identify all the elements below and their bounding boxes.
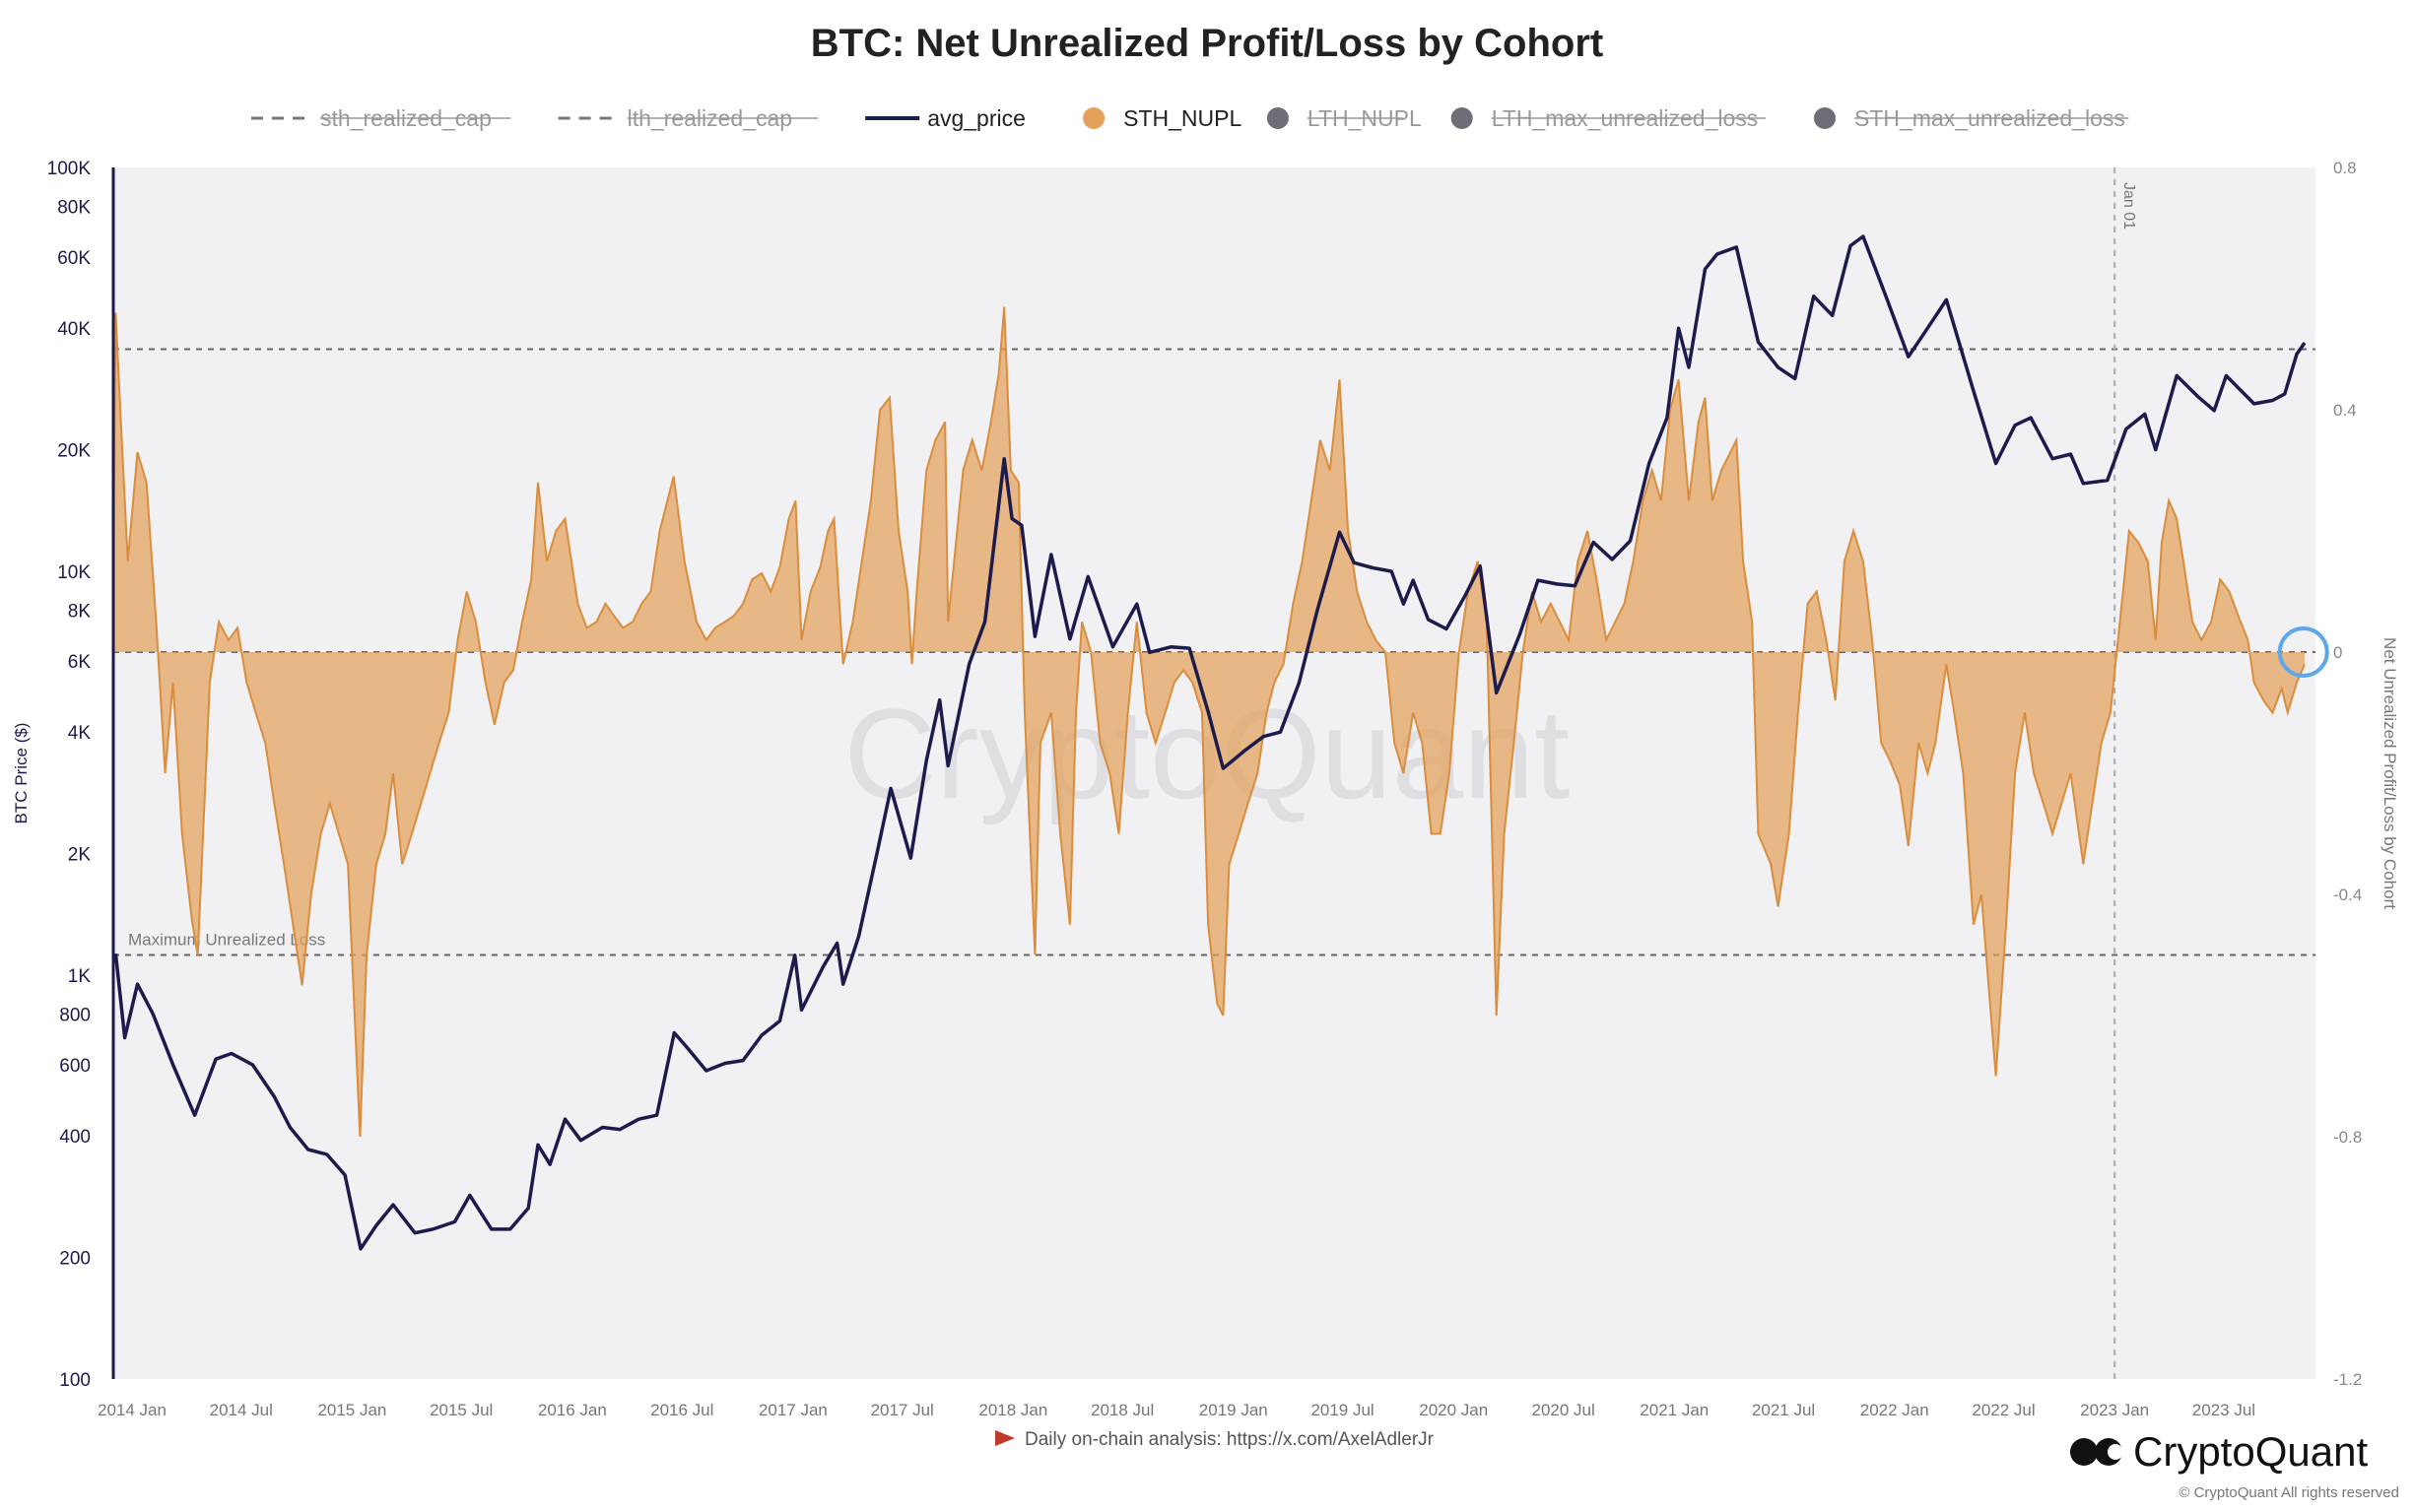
x-tick-label: 2017 Jan <box>759 1401 828 1419</box>
copyright-text: © CryptoQuant All rights reserved <box>2179 1484 2399 1501</box>
y-left-tick-label: 100K <box>47 159 92 179</box>
brand-logo-text: CryptoQuant <box>2133 1428 2368 1475</box>
legend-marker-dot <box>1450 107 1473 129</box>
footer-note: Daily on-chain analysis: https://x.com/A… <box>995 1429 1435 1450</box>
legend-item-lth-max-unrealized-loss: LTH_max_unrealized_loss <box>1450 105 1766 131</box>
x-tick-label: 2018 Jan <box>978 1401 1047 1419</box>
legend-label: avg_price <box>927 105 1026 131</box>
x-tick-label: 2018 Jul <box>1091 1401 1154 1419</box>
sth-nupl-area <box>113 306 2305 1137</box>
y-left-tick-label: 600 <box>59 1056 91 1077</box>
y-left-tick-label: 1K <box>68 966 92 987</box>
highlight-layer <box>2277 626 2329 678</box>
y-left-tick-label: 400 <box>59 1127 91 1148</box>
y-right-tick-label: -0.8 <box>2333 1128 2362 1147</box>
legend-item-sth-realized-cap: sth_realized_cap <box>251 105 511 131</box>
y-right-axis: 0.8 0.4 0 -0.4 -0.8 -1.2 <box>2333 159 2362 1389</box>
x-tick-label: 2021 Jan <box>1640 1401 1709 1419</box>
y-left-tick-label: 200 <box>59 1249 91 1270</box>
brand: CryptoQuant © CryptoQuant All rights rese… <box>2070 1428 2399 1501</box>
chart-title: BTC: Net Unrealized Profit/Loss by Cohor… <box>811 22 1604 65</box>
x-tick-label: 2014 Jan <box>98 1401 167 1419</box>
y-left-tick-label: 60K <box>57 248 91 269</box>
legend-marker-dot <box>1266 107 1289 129</box>
y-right-axis-label: Net Unrealized Profit/Loss by Cohort <box>2380 637 2399 909</box>
avg-price-line <box>113 234 2307 1251</box>
x-tick-label: 2019 Jul <box>1310 1401 1374 1419</box>
x-tick-label: 2014 Jul <box>210 1401 273 1419</box>
y-left-tick-label: 8K <box>68 602 92 623</box>
cryptoquant-logo-icon <box>2070 1438 2098 1466</box>
legend-item-lth-nupl: LTH_NUPL <box>1266 105 1422 131</box>
y-right-tick-label: 0 <box>2333 643 2342 662</box>
y-left-tick-label: 20K <box>57 441 91 462</box>
y-left-tick-label: 6K <box>68 652 92 673</box>
y-left-axis: 100 200 400 600 800 1K 2K 4K 6K 8K 10K 20K 40K 60K 80K… <box>47 159 92 1391</box>
x-tick-label: 2023 Jul <box>2192 1401 2255 1419</box>
y-left-tick-label: 4K <box>68 723 92 744</box>
legend-item-sth-max-unrealized-loss: STH_max_unrealized_loss <box>1814 105 2129 131</box>
x-axis: 2014 Jan 2014 Jul 2015 Jan 2015 Jul 2016 Jan… <box>98 1401 2255 1419</box>
y-right-tick-label: 0.4 <box>2333 401 2357 420</box>
legend-label: STH_NUPL <box>1123 105 1241 131</box>
y-left-tick-label: 800 <box>59 1006 91 1026</box>
y-left-tick-label: 80K <box>57 198 91 219</box>
y-left-tick-label: 100 <box>59 1370 91 1391</box>
y-left-tick-label: 2K <box>68 845 92 866</box>
y-right-tick-label: -1.2 <box>2333 1370 2362 1389</box>
x-tick-label: 2023 Jan <box>2080 1401 2149 1419</box>
legend: sth_realized_cap lth_realized_cap avg_pric… <box>251 105 2129 131</box>
x-tick-label: 2020 Jan <box>1419 1401 1488 1419</box>
x-tick-label: 2022 Jul <box>1972 1401 2035 1419</box>
y-left-axis-label: BTC Price ($) <box>12 723 31 824</box>
legend-marker-dot <box>1083 107 1106 129</box>
x-tick-label: 2015 Jan <box>317 1401 386 1419</box>
x-tick-label: 2015 Jul <box>430 1401 493 1419</box>
legend-marker-dot <box>1814 107 1836 129</box>
play-icon <box>995 1430 1015 1446</box>
x-tick-label: 2020 Jul <box>1531 1401 1594 1419</box>
legend-item-sth-nupl: STH_NUPL <box>1083 105 1241 131</box>
y-right-tick-label: 0.8 <box>2333 159 2357 177</box>
legend-item-avg-price: avg_price <box>865 105 1026 131</box>
highlight-circle <box>2277 626 2329 678</box>
x-tick-label: 2019 Jan <box>1199 1401 1268 1419</box>
avg-price-line-layer <box>113 234 2307 1251</box>
sth-nupl-line <box>112 306 2306 1138</box>
y-left-tick-label: 10K <box>57 562 91 583</box>
cryptoquant-logo-cutout <box>2108 1444 2123 1460</box>
reference-line-label: Jan 01 <box>2120 182 2137 230</box>
footer-note-text: Daily on-chain analysis: https://x.com/A… <box>1025 1429 1435 1450</box>
x-tick-label: 2016 Jan <box>538 1401 607 1419</box>
x-tick-label: 2022 Jan <box>1860 1401 1929 1419</box>
reference-line-label: Maximum Unrealized Loss <box>128 931 325 950</box>
x-tick-label: 2021 Jul <box>1752 1401 1815 1419</box>
legend-item-lth-realized-cap: lth_realized_cap <box>558 105 819 131</box>
sth-nupl-area-layer <box>112 306 2306 1138</box>
x-tick-label: 2016 Jul <box>650 1401 713 1419</box>
y-left-tick-label: 40K <box>57 319 91 340</box>
y-right-tick-label: -0.4 <box>2333 886 2362 904</box>
x-tick-label: 2017 Jul <box>871 1401 934 1419</box>
